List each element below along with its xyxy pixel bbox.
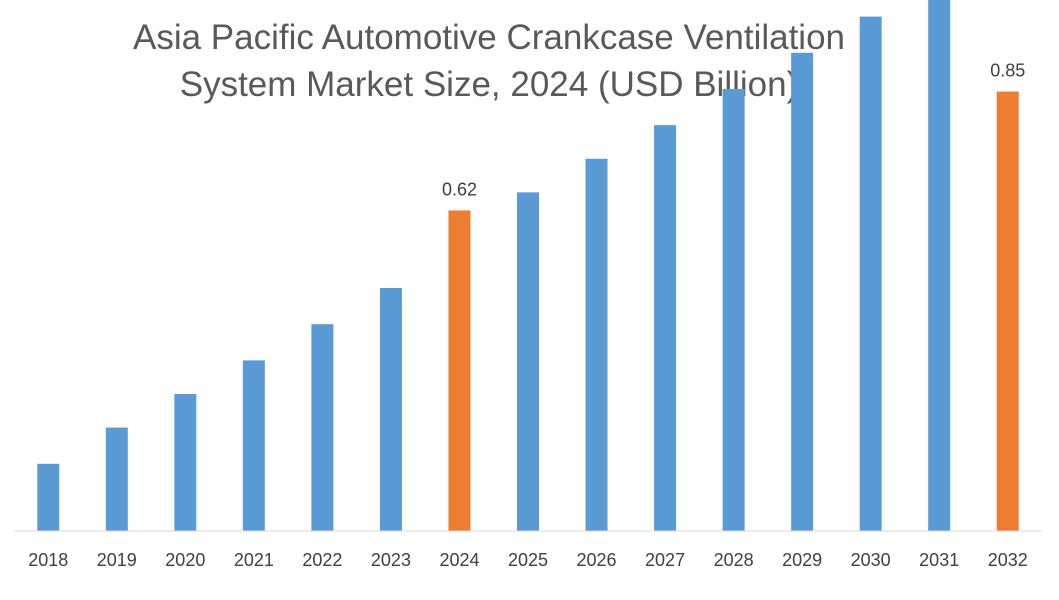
x-tick-2023: 2023: [371, 550, 411, 570]
bar-2026: [585, 158, 608, 531]
bar-2020: [174, 394, 197, 531]
bar-2030: [859, 16, 882, 531]
bar-2021: [242, 360, 265, 531]
x-tick-2022: 2022: [302, 550, 342, 570]
x-tick-2030: 2030: [851, 550, 891, 570]
bar-2024: [448, 210, 471, 531]
bar-2031: [928, 0, 951, 531]
bar-2027: [654, 125, 677, 532]
x-tick-2029: 2029: [782, 550, 822, 570]
x-tick-2021: 2021: [234, 550, 274, 570]
x-tick-2031: 2031: [919, 550, 959, 570]
bar-2018: [37, 463, 60, 531]
x-tick-2028: 2028: [714, 550, 754, 570]
chart-title: Asia Pacific Automotive Crankcase Ventil…: [0, 14, 978, 108]
chart-title-line-2: System Market Size, 2024 (USD Billion): [179, 65, 799, 104]
bar-2028: [722, 88, 745, 531]
x-tick-2020: 2020: [165, 550, 205, 570]
chart-title-line-1: Asia Pacific Automotive Crankcase Ventil…: [132, 18, 846, 57]
data-labels: 0.62 0.85: [442, 61, 1025, 200]
x-tick-2027: 2027: [645, 550, 685, 570]
x-tick-2019: 2019: [97, 550, 137, 570]
x-tick-2032: 2032: [988, 550, 1028, 570]
x-tick-2025: 2025: [508, 550, 548, 570]
bar-2019: [105, 427, 128, 531]
data-label-2032: 0.85: [990, 61, 1025, 81]
x-tick-2024: 2024: [439, 550, 479, 570]
data-label-2024: 0.62: [442, 179, 477, 199]
bar-2032: [996, 91, 1019, 532]
bar-2022: [311, 324, 334, 531]
bars-group: [37, 0, 1019, 532]
bar-2029: [791, 52, 814, 532]
bar-2023: [379, 288, 402, 531]
x-tick-labels: 2018 2019 2020 2021 2022 2023 2024 2025 2026 2027…: [28, 550, 1028, 570]
x-tick-2026: 2026: [577, 550, 617, 570]
bar-2025: [517, 192, 539, 531]
x-tick-2018: 2018: [28, 550, 68, 570]
